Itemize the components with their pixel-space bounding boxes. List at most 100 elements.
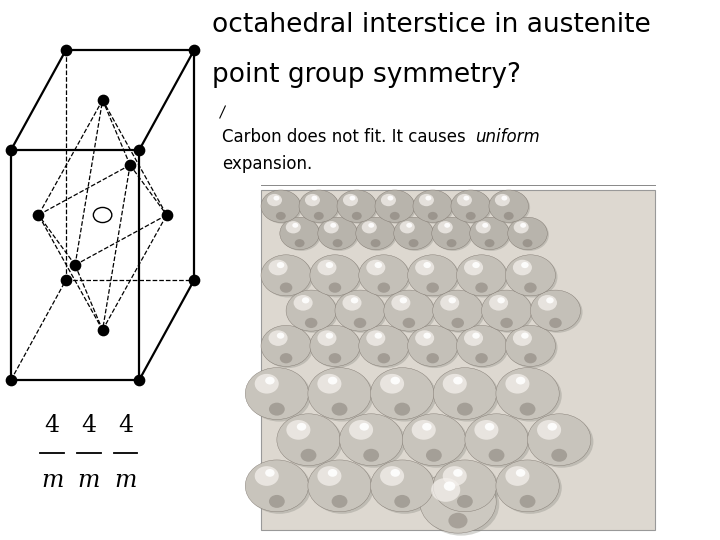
Circle shape	[489, 449, 505, 462]
Circle shape	[276, 212, 286, 220]
Circle shape	[373, 462, 436, 514]
Circle shape	[412, 420, 436, 440]
Point	[69, 261, 81, 269]
Circle shape	[361, 327, 411, 368]
Circle shape	[431, 478, 460, 502]
Circle shape	[464, 195, 469, 200]
Circle shape	[433, 290, 483, 331]
Circle shape	[513, 221, 528, 233]
Circle shape	[537, 420, 561, 440]
Circle shape	[505, 374, 529, 394]
Text: 4: 4	[118, 414, 133, 437]
Circle shape	[419, 194, 434, 206]
Circle shape	[443, 374, 467, 394]
Circle shape	[520, 403, 536, 416]
Circle shape	[459, 256, 508, 298]
Circle shape	[415, 330, 434, 346]
Circle shape	[310, 326, 360, 367]
Circle shape	[373, 370, 436, 422]
Circle shape	[338, 191, 378, 224]
Circle shape	[305, 194, 320, 206]
Circle shape	[435, 292, 485, 333]
Circle shape	[508, 327, 557, 368]
Circle shape	[343, 194, 358, 206]
Circle shape	[520, 495, 536, 508]
Circle shape	[263, 327, 313, 368]
Circle shape	[279, 416, 343, 468]
Circle shape	[413, 190, 453, 222]
Text: uniform: uniform	[475, 128, 540, 146]
Circle shape	[342, 416, 405, 468]
Circle shape	[524, 282, 536, 293]
Circle shape	[337, 190, 377, 222]
Circle shape	[282, 219, 321, 251]
Circle shape	[297, 423, 306, 430]
Circle shape	[294, 295, 312, 310]
Circle shape	[436, 370, 499, 422]
Circle shape	[384, 290, 434, 331]
Circle shape	[263, 256, 313, 298]
Point	[5, 146, 17, 154]
Circle shape	[436, 462, 499, 514]
Circle shape	[277, 414, 340, 465]
Circle shape	[426, 353, 439, 363]
Circle shape	[332, 403, 348, 416]
Circle shape	[246, 460, 308, 512]
Circle shape	[300, 449, 316, 462]
Circle shape	[475, 282, 488, 293]
Point	[189, 276, 200, 285]
Circle shape	[400, 221, 415, 233]
Text: 4: 4	[81, 414, 96, 437]
Circle shape	[505, 255, 555, 296]
Circle shape	[288, 292, 338, 333]
Text: m: m	[78, 469, 100, 492]
Circle shape	[280, 282, 292, 293]
Circle shape	[495, 194, 510, 206]
Circle shape	[390, 469, 400, 477]
Circle shape	[451, 318, 464, 328]
Circle shape	[377, 353, 390, 363]
Circle shape	[371, 239, 381, 247]
Circle shape	[505, 326, 555, 367]
Circle shape	[265, 469, 274, 477]
Circle shape	[402, 414, 466, 465]
Circle shape	[433, 219, 473, 251]
Circle shape	[377, 282, 390, 293]
Circle shape	[490, 191, 530, 224]
Point	[60, 46, 72, 55]
Circle shape	[496, 368, 559, 420]
Circle shape	[456, 255, 507, 296]
Circle shape	[475, 353, 488, 363]
Circle shape	[286, 221, 301, 233]
Circle shape	[312, 256, 362, 298]
Circle shape	[521, 262, 528, 268]
Circle shape	[318, 260, 336, 275]
Circle shape	[482, 290, 531, 331]
Circle shape	[305, 318, 318, 328]
Circle shape	[280, 217, 320, 249]
Circle shape	[496, 460, 559, 512]
Circle shape	[320, 219, 359, 251]
Circle shape	[263, 191, 302, 224]
Point	[125, 161, 136, 170]
Circle shape	[340, 414, 403, 465]
Circle shape	[300, 191, 340, 224]
Circle shape	[467, 416, 531, 468]
Circle shape	[410, 327, 460, 368]
Point	[96, 96, 108, 104]
Circle shape	[547, 423, 557, 430]
Circle shape	[375, 190, 415, 222]
Circle shape	[513, 260, 532, 275]
Circle shape	[329, 353, 341, 363]
Circle shape	[314, 212, 324, 220]
Circle shape	[449, 513, 467, 529]
Circle shape	[433, 368, 497, 420]
Circle shape	[443, 466, 467, 486]
Circle shape	[453, 469, 463, 477]
Circle shape	[459, 327, 508, 368]
Circle shape	[474, 420, 498, 440]
Circle shape	[415, 191, 454, 224]
Circle shape	[366, 260, 385, 275]
Circle shape	[409, 239, 418, 247]
Circle shape	[530, 416, 593, 468]
